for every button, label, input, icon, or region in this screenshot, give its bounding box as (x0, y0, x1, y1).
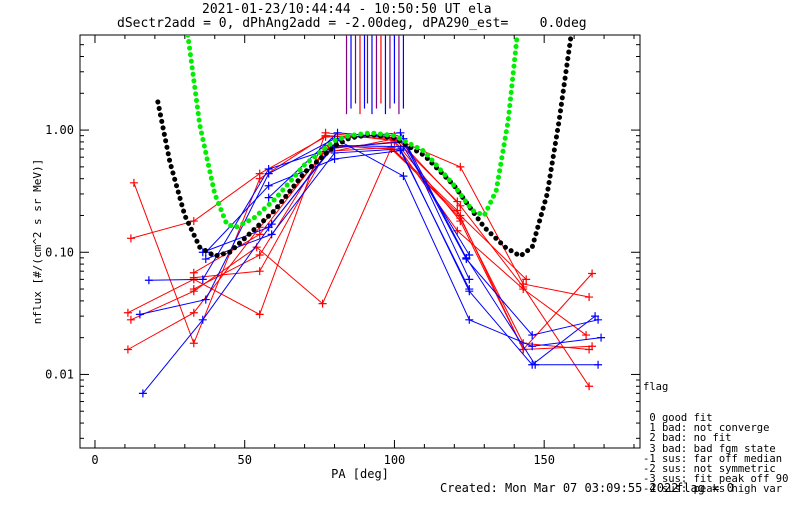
blue-data-point (465, 250, 474, 259)
flag-legend-item: 3 bad: bad fgm state (643, 442, 776, 455)
blue-data-point (144, 276, 153, 285)
blue-data-point (465, 275, 474, 284)
blue-data-point (465, 315, 474, 324)
y-tick-label: 1.00 (45, 123, 74, 137)
blue-series-line (205, 148, 596, 366)
red-series-line (127, 146, 590, 350)
red-data-point (189, 273, 198, 282)
red-data-point (255, 310, 264, 319)
blue-data-point (528, 342, 537, 351)
red-data-point (189, 339, 198, 348)
chart-title-line2: dSectr2add = 0, dPhAng2add = -2.00deg, d… (117, 16, 587, 31)
red-data-point (255, 250, 264, 259)
blue-data-point (591, 312, 600, 321)
red-data-point (255, 267, 264, 276)
red-data-point (585, 293, 594, 302)
red-data-point (456, 162, 465, 171)
red-data-point (129, 178, 138, 187)
x-tick-label: 150 (533, 453, 555, 467)
flag-legend-item: 1 bad: not converge (643, 422, 770, 435)
blue-data-point (264, 193, 273, 202)
flag-value: flag = 0 (676, 481, 734, 495)
blue-series-line (148, 141, 599, 336)
red-data-point (522, 275, 531, 284)
blue-data-point (198, 275, 207, 284)
red-data-point (318, 299, 327, 308)
blue-data-point (201, 255, 210, 264)
red-data-point (189, 217, 198, 226)
x-axis-label: PA [deg] (331, 467, 389, 481)
flag-legend-title: flag (643, 381, 669, 394)
flag-legend-item: 2 bad: no fit (643, 432, 732, 445)
blue-data-point (333, 128, 342, 137)
flag-legend-item: -3 sus: fit peak off 90 (643, 473, 789, 486)
red-data-point (453, 197, 462, 206)
flag-legend-item: 0 good fit (643, 412, 713, 425)
red-data-point (456, 201, 465, 210)
blue-data-point (396, 145, 405, 154)
red-data-point (519, 285, 528, 294)
y-axis-label: nflux [#/(cm^2 s sr MeV)] (31, 159, 44, 325)
blue-data-point (528, 360, 537, 369)
y-tick-label: 0.01 (45, 367, 74, 381)
flag-legend-item: -1 sus: far off median (643, 452, 783, 465)
y-tick-label: 0.10 (45, 245, 74, 259)
created-timestamp: Created: Mon Mar 07 03:09:55 2022 (440, 481, 679, 495)
blue-data-point (264, 169, 273, 178)
blue-data-point (138, 389, 147, 398)
red-data-point (255, 230, 264, 239)
blue-data-point (396, 128, 405, 137)
red-data-point (585, 345, 594, 354)
green-fit-curve (185, 35, 520, 231)
red-data-point (126, 315, 135, 324)
plot-area: 0 50 100 150 0.01 0.10 1.00 PA [deg] nflux [#/(c… (31, 34, 641, 481)
x-tick-label: 100 (384, 453, 406, 467)
blue-data-point (267, 230, 276, 239)
flag-legend-item: -4 sus: peaks high var (643, 483, 783, 496)
red-data-point (456, 211, 465, 220)
red-data-point (189, 285, 198, 294)
blue-series-line (142, 139, 602, 394)
chart-title-line1: 2021-01-23/10:44:44 - 10:50:50 UT ela (202, 2, 492, 17)
blue-data-point (201, 295, 210, 304)
red-data-point (123, 308, 132, 317)
red-data-point (582, 331, 591, 340)
blue-data-point (594, 360, 603, 369)
red-data-point (588, 269, 597, 278)
red-data-point (123, 345, 132, 354)
x-tick-label: 50 (237, 453, 251, 467)
blue-data-point (465, 287, 474, 296)
flag-legend-items: 0 good fit 1 bad: not converge 2 bad: no… (643, 413, 788, 495)
red-series-line (130, 135, 590, 387)
blue-data-point (399, 172, 408, 181)
blue-data-point (135, 310, 144, 319)
x-tick-label: 0 (91, 453, 98, 467)
red-data-point (321, 128, 330, 137)
blue-data-point (528, 331, 537, 340)
red-data-point (189, 308, 198, 317)
flag-legend-item: -2 sus: not symmetric (643, 463, 776, 476)
red-data-point (126, 234, 135, 243)
red-data-point (585, 382, 594, 391)
flag-legend: flag 0 good fit 1 bad: not converge 2 ba… (643, 362, 788, 505)
red-series-line (193, 144, 527, 280)
blue-data-point (597, 333, 606, 342)
blue-data-point (264, 181, 273, 190)
red-series-line (133, 135, 590, 345)
blue-data-point (330, 148, 339, 157)
blue-data-point (264, 223, 273, 232)
blue-data-point (198, 315, 207, 324)
red-data-point (255, 169, 264, 178)
data-layer (123, 35, 606, 398)
